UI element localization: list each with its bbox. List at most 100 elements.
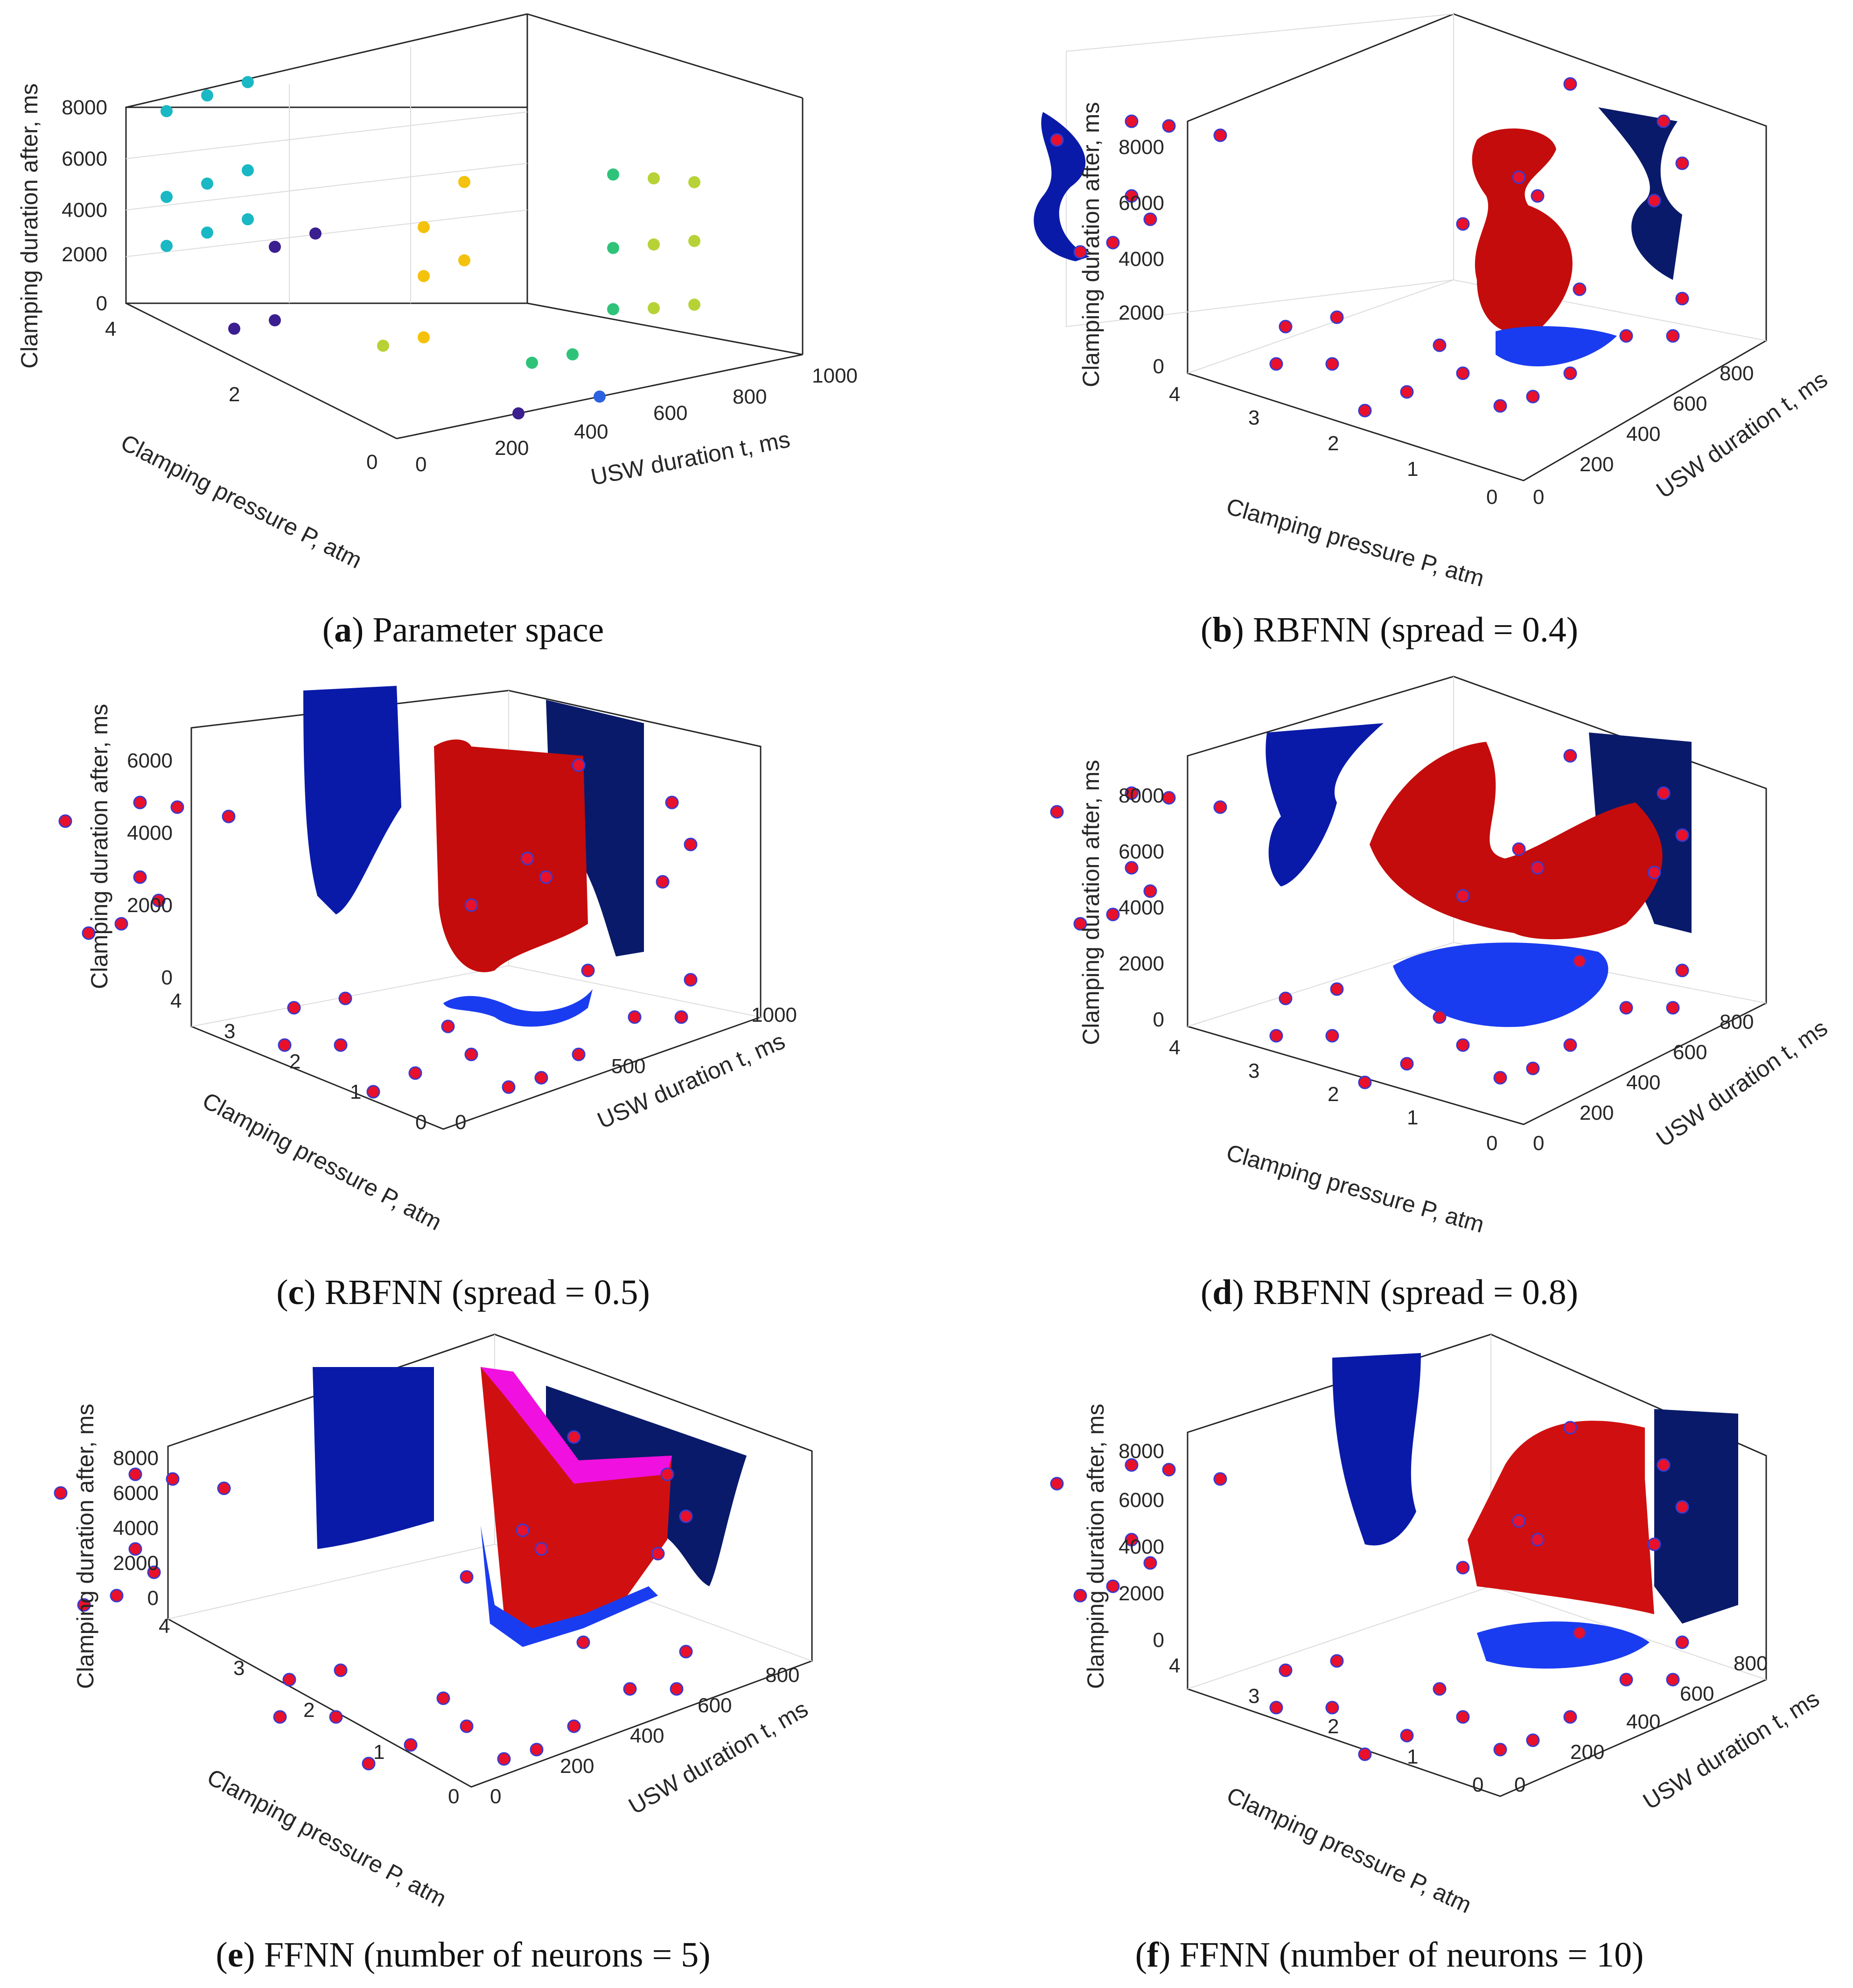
point-e-17 — [460, 1719, 474, 1733]
point-a-11 — [418, 270, 430, 282]
floor-e — [481, 1526, 658, 1647]
point-d-28 — [1619, 1001, 1633, 1015]
point-b-13 — [1666, 329, 1680, 343]
point-a-20 — [648, 302, 660, 314]
ztick-a-0: 0 — [415, 453, 427, 476]
ztick-d-0: 0 — [1533, 1132, 1544, 1155]
point-c-23 — [278, 1038, 292, 1052]
surface-f — [1468, 1421, 1654, 1614]
point-e-24 — [334, 1663, 348, 1677]
ztick-f-3: 600 — [1680, 1682, 1714, 1705]
point-f-12 — [1675, 1635, 1689, 1649]
xtick-b-2: 2 — [1328, 432, 1339, 455]
point-e-19 — [404, 1738, 418, 1752]
point-b-22 — [1279, 320, 1293, 334]
point-f-26 — [1526, 1733, 1540, 1747]
surface-e — [481, 1367, 672, 1633]
ztick-e-4: 800 — [765, 1664, 799, 1687]
ytick-e-0: 8000 — [113, 1447, 159, 1470]
point-d-21 — [1325, 1029, 1339, 1043]
panel-d: 8000 6000 4000 2000 0 4 3 2 1 0 0 200 40… — [926, 663, 1853, 1325]
point-c-21 — [334, 1038, 348, 1052]
point-a-23 — [458, 176, 470, 188]
xtick-c-4: 0 — [415, 1111, 427, 1134]
xtick-c-1: 3 — [224, 1020, 235, 1043]
xtick-f-1: 3 — [1248, 1685, 1259, 1708]
ytick-e-2: 4000 — [113, 1517, 159, 1540]
zlabel-f: USW duration t, ms — [1638, 1685, 1824, 1814]
point-e-12 — [679, 1645, 693, 1659]
chart-a: 8000 6000 4000 2000 0 4 2 0 0 200 400 60… — [16, 13, 858, 573]
floor-b — [1496, 326, 1617, 367]
point-a-6 — [161, 240, 173, 252]
point-e-26 — [530, 1743, 544, 1757]
point-e-16 — [516, 1523, 530, 1537]
point-d-14 — [1573, 954, 1587, 968]
point-e-23 — [273, 1710, 287, 1724]
surface-c — [434, 739, 588, 972]
ylabel-d: Clamping duration after, ms — [1078, 760, 1104, 1045]
ztick-b-4: 800 — [1720, 362, 1754, 385]
point-f-5 — [1106, 1579, 1120, 1593]
point-b-23 — [1269, 357, 1283, 371]
chart-e: 8000 6000 4000 2000 0 4 3 2 1 0 0 200 40… — [54, 1333, 813, 1912]
surface-e-top — [481, 1367, 672, 1484]
point-d-5 — [1106, 907, 1120, 921]
xlabel-d: Clamping pressure P, atm — [1224, 1139, 1487, 1238]
ztick-a-5: 1000 — [812, 364, 858, 387]
point-f-8 — [1563, 1421, 1577, 1435]
xtick-d-0: 4 — [1169, 1036, 1180, 1059]
ztick-c-1: 500 — [611, 1055, 645, 1078]
surface-b — [1472, 128, 1573, 333]
caption-e: (e) FFNN (number of neurons = 5) — [216, 1935, 711, 1974]
point-a-30 — [512, 407, 524, 419]
point-b-21 — [1325, 357, 1339, 371]
point-f-3 — [1162, 1463, 1176, 1477]
panel-f: 8000 6000 4000 2000 0 4 3 2 1 0 0 200 40… — [926, 1325, 1853, 1988]
xlabel-c: Clamping pressure P, atm — [198, 1087, 446, 1235]
ylabel-b: Clamping duration after, ms — [1078, 102, 1104, 387]
point-c-2 — [222, 809, 236, 823]
ztick-f-1: 200 — [1570, 1741, 1604, 1764]
chart-c: 6000 4000 2000 0 4 3 2 1 0 0 500 1000 Cl… — [58, 686, 797, 1235]
ytick-f-2: 4000 — [1119, 1535, 1164, 1558]
xtick-f-3: 1 — [1407, 1745, 1418, 1768]
point-a-10 — [309, 227, 322, 240]
ytick-e-3: 2000 — [113, 1552, 159, 1575]
point-a-17 — [648, 238, 660, 251]
xtick-a-1: 2 — [229, 383, 240, 406]
floor-f — [1477, 1621, 1650, 1669]
ytick-c-3: 0 — [161, 966, 173, 989]
point-b-14 — [1573, 282, 1587, 296]
point-c-18 — [502, 1080, 516, 1094]
point-c-11 — [656, 875, 670, 889]
xtick-b-4: 0 — [1486, 486, 1497, 509]
ylabel-a: Clamping duration after, ms — [16, 84, 42, 369]
ytick-d-1: 6000 — [1119, 840, 1164, 863]
ztick-e-3: 600 — [698, 1694, 732, 1717]
point-e-6 — [147, 1565, 161, 1579]
point-f-20 — [1358, 1747, 1372, 1761]
point-e-10 — [679, 1509, 693, 1523]
ytick-b-0: 8000 — [1119, 136, 1164, 159]
caption-a: (a) Parameter space — [322, 610, 604, 649]
ztick-e-2: 400 — [630, 1724, 664, 1747]
point-e-0 — [54, 1486, 68, 1500]
point-e-20 — [362, 1757, 376, 1771]
point-b-15 — [1456, 217, 1470, 231]
point-d-22 — [1279, 991, 1293, 1005]
ytick-d-3: 2000 — [1119, 952, 1164, 975]
point-f-1 — [1125, 1458, 1139, 1472]
point-a-31 — [594, 391, 606, 403]
point-e-3 — [166, 1472, 180, 1486]
ztick-f-2: 400 — [1626, 1710, 1660, 1733]
point-d-1 — [1125, 786, 1139, 800]
point-f-22 — [1279, 1663, 1293, 1677]
ytick-a-3: 2000 — [62, 243, 107, 266]
panel-b: 8000 6000 4000 2000 0 4 3 2 1 0 0 200 40… — [926, 0, 1853, 663]
point-b-9 — [1657, 114, 1671, 128]
point-f-23 — [1269, 1701, 1283, 1715]
point-f-29 — [1531, 1533, 1545, 1547]
ytick-e-4: 0 — [147, 1587, 159, 1610]
ytick-f-4: 0 — [1153, 1629, 1164, 1652]
